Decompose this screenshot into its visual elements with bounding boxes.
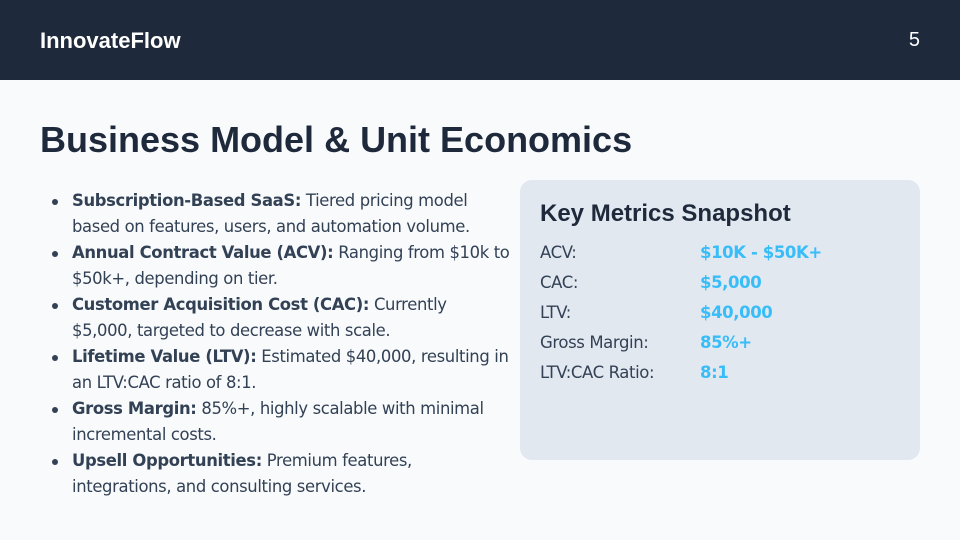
bullet-label: Customer Acquisition Cost (CAC): <box>72 295 370 314</box>
metric-value: $5,000 <box>700 272 762 292</box>
key-metrics-card: Key Metrics Snapshot ACV: $10K - $50K+ C… <box>520 180 920 460</box>
bullet-label: Gross Margin: <box>72 399 197 418</box>
brand-name: InnovateFlow <box>40 28 181 53</box>
metric-label: Gross Margin: <box>540 332 649 352</box>
bullet-text: 85%+, highly scalable with minimal incre… <box>72 399 484 444</box>
bullet-text: Tiered pricing model based on features, … <box>72 191 470 236</box>
bullet-item: Annual Contract Value (ACV): Ranging fro… <box>50 240 510 292</box>
bullet-label: Annual Contract Value (ACV): <box>72 243 334 262</box>
bullet-item: Subscription-Based SaaS: Tiered pricing … <box>50 188 510 240</box>
bullet-text: Ranging from $10k to $50k+, depending on… <box>72 243 510 288</box>
card-title: Key Metrics Snapshot <box>540 200 791 227</box>
bullet-item: Gross Margin: 85%+, highly scalable with… <box>50 396 510 448</box>
bullet-text: Premium features, integrations, and cons… <box>72 451 412 496</box>
bullet-label: Subscription-Based SaaS: <box>72 191 302 210</box>
page-number: 5 <box>908 29 920 51</box>
top-bar: InnovateFlow 5 <box>0 0 960 80</box>
bullet-label: Lifetime Value (LTV): <box>72 347 257 366</box>
metric-value: $40,000 <box>700 302 773 322</box>
bullet-text: Currently $5,000, targeted to decrease w… <box>72 295 447 340</box>
metric-value: $10K - $50K+ <box>700 242 822 262</box>
bullet-list: Subscription-Based SaaS: Tiered pricing … <box>50 188 510 500</box>
metric-value: 8:1 <box>700 362 729 382</box>
slide-title: Business Model & Unit Economics <box>40 119 633 160</box>
metric-row-cac: CAC: $5,000 <box>540 267 900 297</box>
bullet-dot-icon <box>52 199 58 205</box>
metric-label: LTV:CAC Ratio: <box>540 362 655 382</box>
bullet-text: Estimated $40,000, resulting in an LTV:C… <box>72 347 509 392</box>
metric-row-gross-margin: Gross Margin: 85%+ <box>540 327 900 357</box>
metric-label: CAC: <box>540 272 578 292</box>
metrics-list: ACV: $10K - $50K+ CAC: $5,000 LTV: $40,0… <box>540 237 900 387</box>
bullet-label: Upsell Opportunities: <box>72 451 262 470</box>
metric-row-ltv: LTV: $40,000 <box>540 297 900 327</box>
bullet-dot-icon <box>52 303 58 309</box>
metric-row-acv: ACV: $10K - $50K+ <box>540 237 900 267</box>
metric-row-ltv-cac-ratio: LTV:CAC Ratio: 8:1 <box>540 357 900 387</box>
metric-label: ACV: <box>540 242 577 262</box>
metric-value: 85%+ <box>700 332 752 352</box>
metric-label: LTV: <box>540 302 571 322</box>
bullet-dot-icon <box>52 355 58 361</box>
bullet-item: Customer Acquisition Cost (CAC): Current… <box>50 292 510 344</box>
bullet-dot-icon <box>52 251 58 257</box>
bullet-dot-icon <box>52 407 58 413</box>
bullet-dot-icon <box>52 459 58 465</box>
bullet-item: Lifetime Value (LTV): Estimated $40,000,… <box>50 344 510 396</box>
bullet-item: Upsell Opportunities: Premium features, … <box>50 448 510 500</box>
